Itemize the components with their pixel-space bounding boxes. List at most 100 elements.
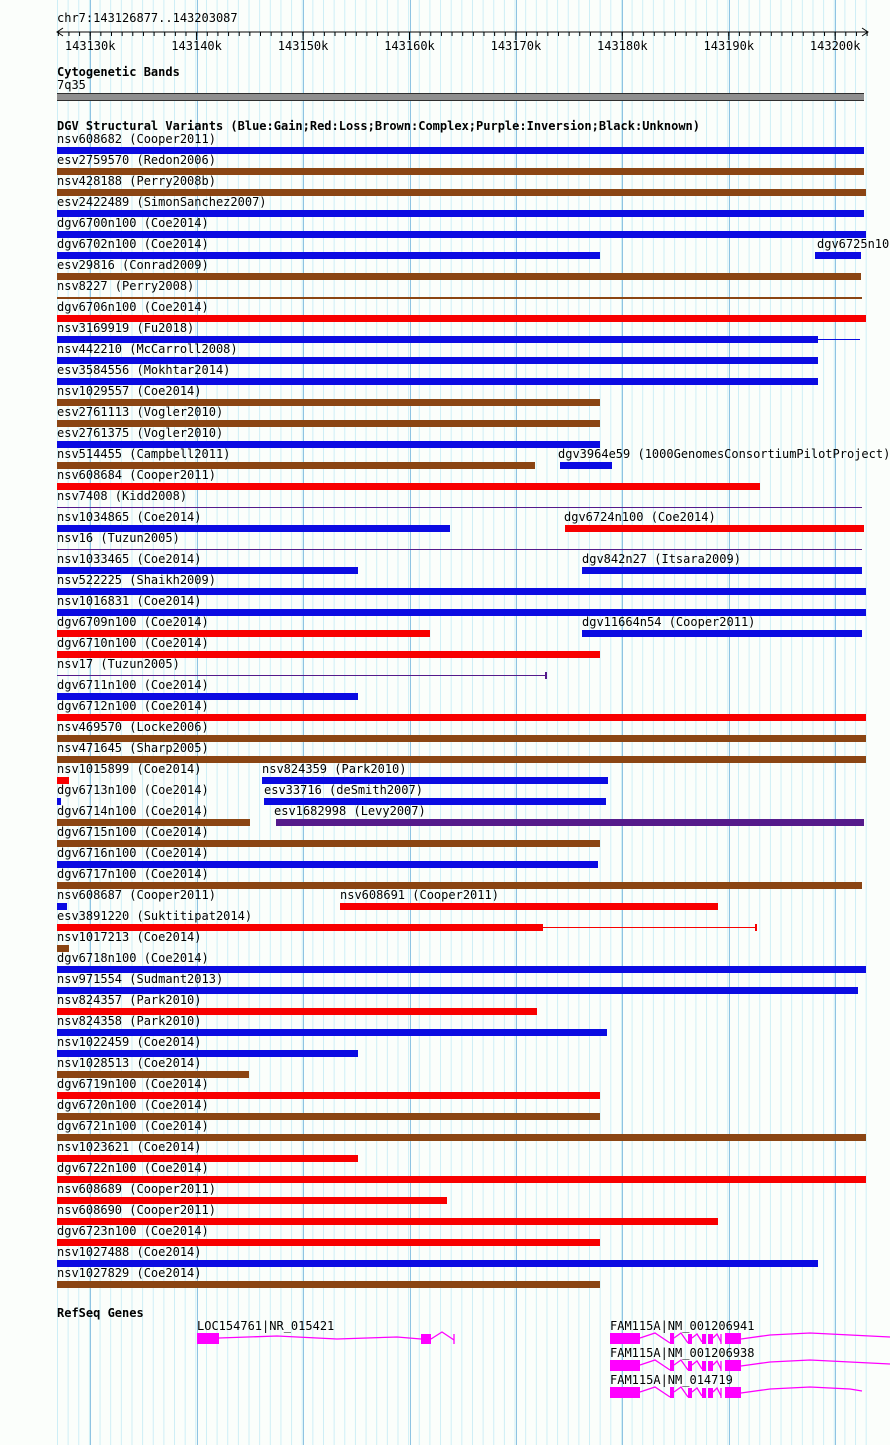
variant-bar[interactable] xyxy=(57,966,866,973)
variant-bar[interactable] xyxy=(57,567,358,574)
variant-label: esv33716 (deSmith2007) xyxy=(264,783,423,797)
variant-bar[interactable] xyxy=(57,675,545,676)
gene-label: LOC154761|NR_015421 xyxy=(197,1319,335,1333)
variant-label: nsv469570 (Locke2006) xyxy=(57,720,209,734)
gene-model[interactable] xyxy=(610,1331,890,1347)
variant-bar[interactable] xyxy=(565,525,864,532)
variant-bar[interactable] xyxy=(57,924,543,931)
variant-label: nsv824359 (Park2010) xyxy=(262,762,407,776)
gene-model[interactable] xyxy=(610,1358,890,1374)
variant-bar[interactable] xyxy=(582,630,862,637)
variant-bar[interactable] xyxy=(815,252,861,259)
variant-label: esv3584556 (Mokhtar2014) xyxy=(57,363,231,377)
variant-bar[interactable] xyxy=(57,1239,600,1246)
variant-label: esv2759570 (Redon2006) xyxy=(57,153,216,167)
variant-bar[interactable] xyxy=(582,567,862,574)
variant-bar[interactable] xyxy=(57,1071,249,1078)
variant-label: nsv3169919 (Fu2018) xyxy=(57,321,195,335)
variant-bar[interactable] xyxy=(57,945,69,952)
variant-bar[interactable] xyxy=(57,357,818,364)
variant-bar[interactable] xyxy=(57,549,862,550)
variant-bar[interactable] xyxy=(57,1218,718,1225)
gridline-major xyxy=(728,0,730,1445)
variant-label: nsv1029557 (Coe2014) xyxy=(57,384,202,398)
variant-bar[interactable] xyxy=(57,168,864,175)
variant-bar[interactable] xyxy=(57,609,866,616)
variant-bar[interactable] xyxy=(57,1197,447,1204)
gene-model[interactable] xyxy=(197,1331,467,1347)
gridline-major xyxy=(515,0,517,1445)
variant-bar[interactable] xyxy=(57,1281,600,1288)
variant-bar[interactable] xyxy=(57,441,600,448)
variant-bar[interactable] xyxy=(57,189,866,196)
variant-label: dgv6722n100 (Coe2014) xyxy=(57,1161,209,1175)
variant-label: dgv6713n100 (Coe2014) xyxy=(57,783,209,797)
variant-bar[interactable] xyxy=(57,819,250,826)
variant-bar[interactable] xyxy=(276,819,864,826)
variant-bar[interactable] xyxy=(57,462,535,469)
variant-bar[interactable] xyxy=(57,297,862,299)
variant-label: dgv6717n100 (Coe2014) xyxy=(57,867,209,881)
variant-bar[interactable] xyxy=(57,378,818,385)
variant-label: dgv6715n100 (Coe2014) xyxy=(57,825,209,839)
variant-bar[interactable] xyxy=(57,1008,537,1015)
ruler-tick-label: 143200k xyxy=(809,39,861,53)
variant-bar[interactable] xyxy=(57,147,864,154)
variant-bar[interactable] xyxy=(57,630,430,637)
variant-label: nsv1017213 (Coe2014) xyxy=(57,930,202,944)
variant-bar[interactable] xyxy=(57,693,358,700)
variant-bar[interactable] xyxy=(57,1176,866,1183)
variant-bar[interactable] xyxy=(57,525,450,532)
variant-bar[interactable] xyxy=(57,714,866,721)
variant-label: esv1682998 (Levy2007) xyxy=(274,804,426,818)
gene-model[interactable] xyxy=(610,1385,863,1401)
variant-bar[interactable] xyxy=(57,336,818,343)
ruler-tick-label: 143170k xyxy=(490,39,542,53)
variant-label: dgv6711n100 (Coe2014) xyxy=(57,678,209,692)
variant-bar[interactable] xyxy=(57,483,760,490)
variant-label: nsv1028513 (Coe2014) xyxy=(57,1056,202,1070)
variant-bar[interactable] xyxy=(57,1050,358,1057)
variant-bar[interactable] xyxy=(57,651,600,658)
refseq-section-title: RefSeq Genes xyxy=(57,1306,144,1320)
variant-bar[interactable] xyxy=(57,1260,818,1267)
cytoband-section-title: Cytogenetic Bands xyxy=(57,65,180,79)
variant-label: dgv6700n100 (Coe2014) xyxy=(57,216,209,230)
variant-bar[interactable] xyxy=(560,462,612,469)
variant-label: esv2422489 (SimonSanchez2007) xyxy=(57,195,267,209)
variant-bar[interactable] xyxy=(57,1029,607,1036)
variant-bar[interactable] xyxy=(57,588,866,595)
gridline-major xyxy=(622,0,624,1445)
variant-label: dgv3964e59 (1000GenomesConsortiumPilotPr… xyxy=(558,447,890,461)
variant-bar[interactable] xyxy=(57,210,864,217)
variant-bar[interactable] xyxy=(57,315,866,322)
variant-bar[interactable] xyxy=(57,507,862,508)
variant-label: dgv6725n100 xyxy=(817,237,890,251)
variant-bar[interactable] xyxy=(57,798,61,805)
variant-bar[interactable] xyxy=(57,903,67,910)
variant-bar[interactable] xyxy=(57,273,861,280)
variant-bar[interactable] xyxy=(57,861,598,868)
variant-label: nsv1027488 (Coe2014) xyxy=(57,1245,202,1259)
variant-bar[interactable] xyxy=(57,735,866,742)
variant-bar[interactable] xyxy=(57,231,866,238)
variant-bar[interactable] xyxy=(264,798,606,805)
variant-bar[interactable] xyxy=(262,777,608,784)
variant-bar[interactable] xyxy=(57,840,600,847)
variant-bar[interactable] xyxy=(57,756,866,763)
variant-bar[interactable] xyxy=(57,252,600,259)
variant-label: nsv1023621 (Coe2014) xyxy=(57,1140,202,1154)
variant-label: nsv1034865 (Coe2014) xyxy=(57,510,202,524)
variant-bar[interactable] xyxy=(57,399,600,406)
variant-bar[interactable] xyxy=(57,1092,600,1099)
variant-bar[interactable] xyxy=(57,1134,866,1141)
variant-bar[interactable] xyxy=(57,1155,358,1162)
variant-bar[interactable] xyxy=(57,420,600,427)
variant-bar[interactable] xyxy=(57,882,862,889)
variant-bar[interactable] xyxy=(57,987,858,994)
variant-bar[interactable] xyxy=(57,1113,600,1120)
cytoband-bar[interactable] xyxy=(57,93,864,101)
variant-bar[interactable] xyxy=(340,903,718,910)
variant-bar[interactable] xyxy=(57,777,69,784)
